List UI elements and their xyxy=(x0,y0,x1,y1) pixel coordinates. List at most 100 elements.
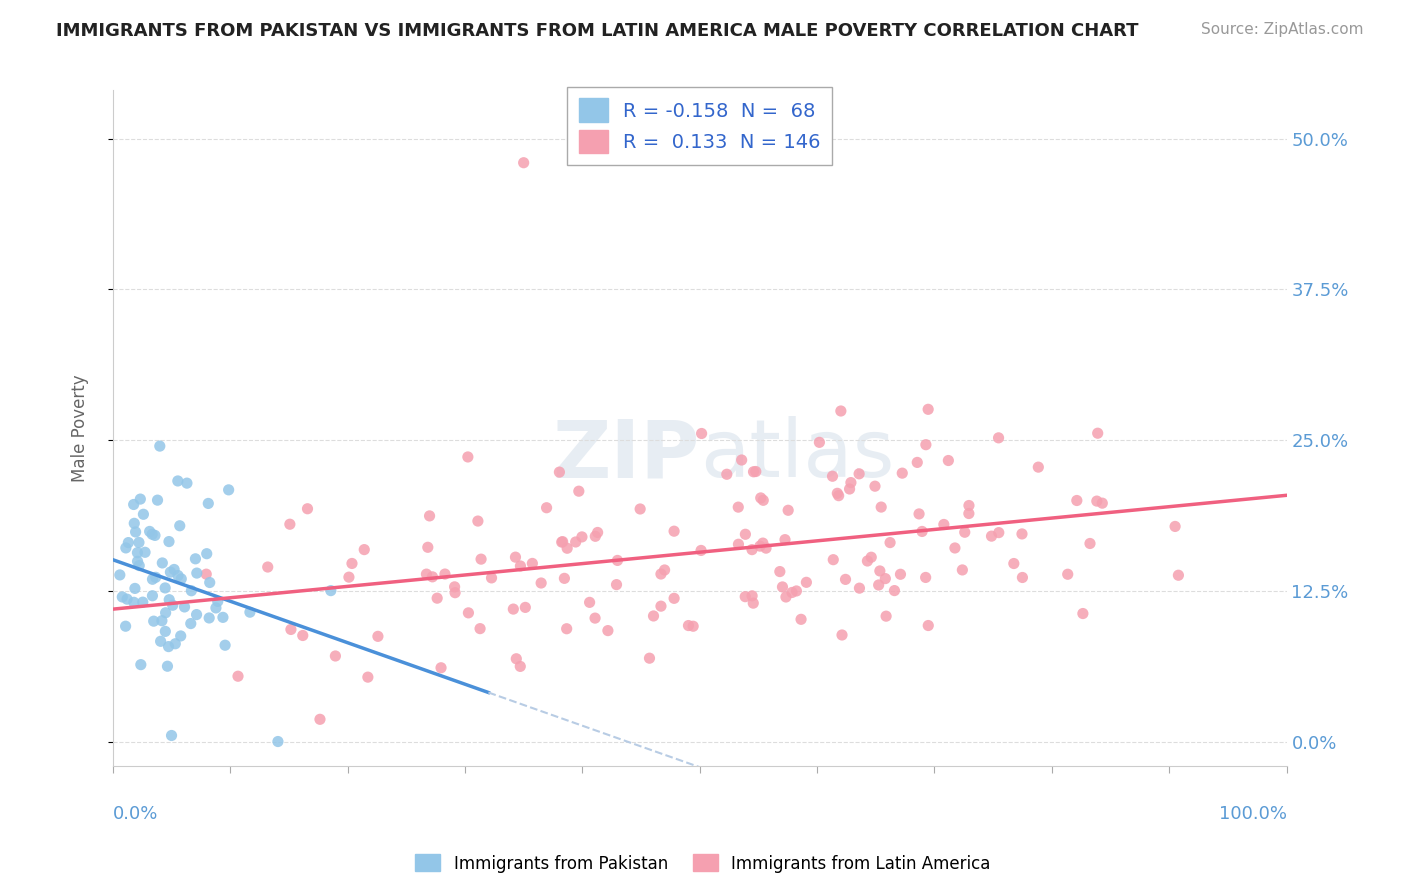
Point xyxy=(145,570,167,584)
Point xyxy=(682,619,704,633)
Point xyxy=(173,599,195,614)
Point xyxy=(522,557,544,571)
Point xyxy=(256,560,278,574)
Point xyxy=(875,572,897,586)
Point xyxy=(127,554,149,568)
Point xyxy=(578,595,600,609)
Point xyxy=(1085,494,1108,508)
Point xyxy=(586,525,609,540)
Point xyxy=(650,567,672,582)
Point xyxy=(605,577,627,591)
Point xyxy=(883,583,905,598)
Point xyxy=(839,475,862,490)
Point xyxy=(568,484,591,499)
Point xyxy=(143,528,166,542)
Point xyxy=(1078,536,1101,550)
Point xyxy=(340,557,363,571)
Point xyxy=(132,595,155,609)
Y-axis label: Male Poverty: Male Poverty xyxy=(72,375,89,482)
Text: IMMIGRANTS FROM PAKISTAN VS IMMIGRANTS FROM LATIN AMERICA MALE POVERTY CORRELATI: IMMIGRANTS FROM PAKISTAN VS IMMIGRANTS F… xyxy=(56,22,1139,40)
Point xyxy=(551,535,574,549)
Point xyxy=(775,590,797,604)
Point xyxy=(149,634,172,648)
Point xyxy=(796,575,818,590)
Point xyxy=(467,514,489,528)
Point xyxy=(134,545,156,559)
Point xyxy=(239,605,262,619)
Point xyxy=(741,589,763,603)
Legend: R = -0.158  N =  68, R =  0.133  N = 146: R = -0.158 N = 68, R = 0.133 N = 146 xyxy=(567,87,832,165)
Text: 0.0%: 0.0% xyxy=(112,805,159,822)
Point xyxy=(319,583,342,598)
Point xyxy=(749,491,772,505)
Point xyxy=(752,536,775,550)
Point xyxy=(769,565,792,579)
Point xyxy=(162,599,184,613)
Point xyxy=(1091,496,1114,510)
Point xyxy=(155,606,177,620)
Point xyxy=(337,570,360,584)
Point xyxy=(505,652,527,666)
Point xyxy=(1026,460,1049,475)
Point xyxy=(141,572,163,586)
Legend: Immigrants from Pakistan, Immigrants from Latin America: Immigrants from Pakistan, Immigrants fro… xyxy=(409,847,997,880)
Point xyxy=(957,507,980,521)
Point xyxy=(716,467,738,482)
Point xyxy=(553,571,575,585)
Point xyxy=(156,659,179,673)
Point xyxy=(953,525,976,540)
Point xyxy=(980,529,1002,543)
Point xyxy=(848,467,870,481)
Point xyxy=(752,493,775,508)
Point xyxy=(838,482,860,496)
Point xyxy=(114,619,136,633)
Point xyxy=(433,567,456,582)
Point xyxy=(195,567,218,582)
Point xyxy=(157,640,180,654)
Point xyxy=(755,541,778,556)
Point xyxy=(309,712,332,726)
Point xyxy=(662,524,685,539)
Point xyxy=(128,535,150,549)
Point xyxy=(536,500,558,515)
Point xyxy=(808,435,831,450)
Point xyxy=(212,610,235,624)
Point xyxy=(932,517,955,532)
Point xyxy=(745,465,768,479)
Point xyxy=(115,541,138,555)
Point xyxy=(555,622,578,636)
Point xyxy=(443,580,465,594)
Point xyxy=(278,517,301,532)
Point xyxy=(205,601,228,615)
Point xyxy=(1071,607,1094,621)
Point xyxy=(821,469,844,483)
Point xyxy=(879,535,901,549)
Point xyxy=(868,578,890,592)
Point xyxy=(778,503,800,517)
Point xyxy=(509,558,531,573)
Point xyxy=(357,670,380,684)
Point xyxy=(911,524,934,539)
Point xyxy=(124,524,146,539)
Point xyxy=(291,628,314,642)
Point xyxy=(207,594,229,608)
Point xyxy=(891,466,914,480)
Point xyxy=(1164,519,1187,533)
Point xyxy=(325,648,347,663)
Point xyxy=(509,659,531,673)
Point xyxy=(650,599,672,614)
Point xyxy=(730,453,752,467)
Point xyxy=(551,534,574,549)
Point xyxy=(548,465,571,479)
Point xyxy=(367,629,389,643)
Point xyxy=(741,542,763,557)
Point xyxy=(124,582,146,596)
Point xyxy=(128,558,150,573)
Point xyxy=(129,492,152,507)
Point xyxy=(515,600,537,615)
Text: Source: ZipAtlas.com: Source: ZipAtlas.com xyxy=(1201,22,1364,37)
Point xyxy=(150,556,173,570)
Point xyxy=(481,571,503,585)
Point xyxy=(132,508,155,522)
Point xyxy=(122,516,145,531)
